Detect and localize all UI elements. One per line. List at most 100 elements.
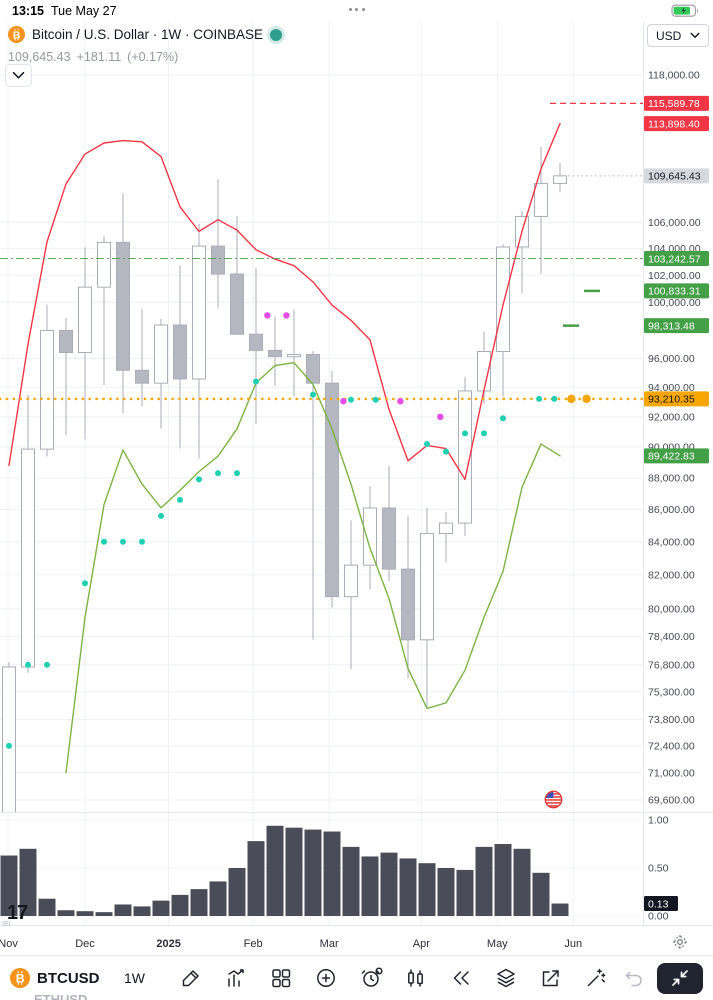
replay-button[interactable]: [448, 965, 474, 991]
price-change-pct: (+0.17%): [127, 50, 179, 64]
svg-text:106,000.00: 106,000.00: [648, 217, 701, 229]
pane-separators: [0, 22, 713, 926]
svg-text:69,600.00: 69,600.00: [648, 795, 695, 807]
overlay-lines: [8, 122, 561, 774]
svg-text:92,000.00: 92,000.00: [648, 412, 695, 424]
currency-select-value: USD: [656, 28, 682, 43]
market-status-dot[interactable]: [270, 28, 283, 41]
svg-text:89,422.83: 89,422.83: [648, 451, 695, 463]
layouts-button[interactable]: [268, 965, 294, 991]
svg-text:0.13: 0.13: [648, 898, 669, 910]
svg-text:109,645.43: 109,645.43: [648, 171, 701, 183]
draw-button[interactable]: [178, 965, 204, 991]
magic-wand-icon: [587, 968, 606, 987]
undo-arrow-icon: [625, 971, 642, 987]
svg-text:102,000.00: 102,000.00: [648, 270, 701, 282]
svg-text:Nov: Nov: [0, 938, 18, 950]
svg-text:94,000.00: 94,000.00: [648, 382, 695, 394]
svg-text:93,210.35: 93,210.35: [648, 394, 695, 406]
legend-collapse-button[interactable]: [5, 64, 32, 87]
svg-text:B: B: [16, 971, 25, 985]
level-lines: [0, 102, 645, 401]
svg-text:88,000.00: 88,000.00: [648, 473, 695, 485]
status-bar: 13:15 Tue May 27: [0, 0, 713, 22]
signal-dots: [6, 312, 591, 749]
gear-icon: [673, 935, 687, 949]
svg-text:96,000.00: 96,000.00: [648, 353, 695, 365]
chart-type-button[interactable]: [403, 965, 429, 991]
price-axis[interactable]: 118,000.00106,000.00104,000.00102,000.00…: [648, 70, 701, 923]
chevron-down-icon: [12, 71, 25, 79]
svg-text:82,000.00: 82,000.00: [648, 570, 695, 582]
collapse-arrows-icon: [672, 970, 688, 986]
object-tree-button[interactable]: [493, 965, 519, 991]
svg-text:B: B: [13, 29, 21, 41]
time-axis[interactable]: Nov Dec 2025 Feb Mar Apr May Jun: [0, 938, 582, 950]
plus-circle-icon: [317, 969, 335, 987]
svg-text:71,000.00: 71,000.00: [648, 767, 695, 779]
symbol-switcher[interactable]: B BTCUSD: [10, 968, 118, 988]
share-arrow-icon: [542, 970, 559, 987]
svg-text:1.00: 1.00: [648, 815, 669, 827]
svg-text:86,000.00: 86,000.00: [648, 504, 695, 516]
layers-icon: [497, 968, 515, 988]
svg-text:100,000.00: 100,000.00: [648, 297, 701, 309]
time-axis-settings-button[interactable]: [671, 933, 689, 954]
svg-text:76,800.00: 76,800.00: [648, 660, 695, 672]
bitcoin-icon: B: [8, 26, 25, 43]
status-clock: 13:15: [12, 4, 44, 18]
candles: [2, 146, 567, 812]
compare-button[interactable]: [313, 965, 339, 991]
svg-text:Mar: Mar: [320, 938, 339, 950]
svg-text:100,833.31: 100,833.31: [648, 286, 701, 298]
svg-text:118,000.00: 118,000.00: [648, 70, 700, 82]
svg-text:113,898.40: 113,898.40: [648, 118, 700, 130]
alerts-button[interactable]: [358, 965, 384, 991]
price-row: 109,645.43 +181.11 (+0.17%): [8, 50, 282, 64]
svg-text:Dec: Dec: [75, 938, 95, 950]
status-date: Tue May 27: [50, 4, 117, 18]
svg-text:Jun: Jun: [564, 938, 582, 950]
svg-text:78,400.00: 78,400.00: [648, 631, 695, 643]
svg-text:Apr: Apr: [413, 938, 430, 950]
indicators-icon: [228, 969, 244, 987]
exit-fullscreen-button[interactable]: [657, 962, 703, 994]
symbol-title[interactable]: Bitcoin / U.S. Dollar · 1W · COINBASE: [32, 27, 264, 42]
battery-icon: [671, 4, 698, 17]
alarm-clock-icon: [361, 967, 383, 987]
currency-select[interactable]: USD: [647, 24, 709, 47]
share-button[interactable]: [538, 965, 564, 991]
magic-button[interactable]: [583, 965, 609, 991]
candlestick-icon: [408, 969, 423, 987]
indicators-button[interactable]: [223, 965, 249, 991]
bitcoin-icon: B: [10, 968, 30, 988]
svg-text:0.00: 0.00: [648, 911, 669, 923]
pencil-icon: [182, 970, 199, 987]
toolbar-icons: [166, 965, 621, 991]
svg-text:75,300.00: 75,300.00: [648, 687, 695, 699]
svg-text:84,000.00: 84,000.00: [648, 536, 695, 548]
bottom-toolbar: B BTCUSD ETHUSD 1W: [0, 955, 713, 1000]
svg-text:Feb: Feb: [244, 938, 263, 950]
timeframe-button[interactable]: 1W: [124, 970, 166, 986]
undo-button[interactable]: [621, 965, 647, 991]
svg-text:98,313.48: 98,313.48: [648, 320, 695, 332]
price-change: +181.11: [76, 50, 122, 64]
tradingview-logo: 17: [7, 902, 28, 924]
svg-text:115,589.78: 115,589.78: [648, 98, 700, 110]
left-edge-text: IEI: [2, 921, 11, 928]
symbol-header: B Bitcoin / U.S. Dollar · 1W · COINBASE …: [8, 26, 283, 64]
us-flag-icon: [544, 790, 563, 814]
svg-text:80,000.00: 80,000.00: [648, 603, 695, 615]
last-price: 109,645.43: [8, 50, 71, 64]
grid-icon: [272, 969, 291, 988]
svg-text:73,800.00: 73,800.00: [648, 714, 695, 726]
multitask-indicator-icon: [348, 8, 365, 11]
status-time-date: 13:15 Tue May 27: [12, 4, 117, 18]
svg-text:103,242.57: 103,242.57: [648, 253, 701, 265]
rewind-icon: [453, 971, 469, 985]
next-symbol-peek[interactable]: ETHUSD: [34, 992, 88, 1000]
